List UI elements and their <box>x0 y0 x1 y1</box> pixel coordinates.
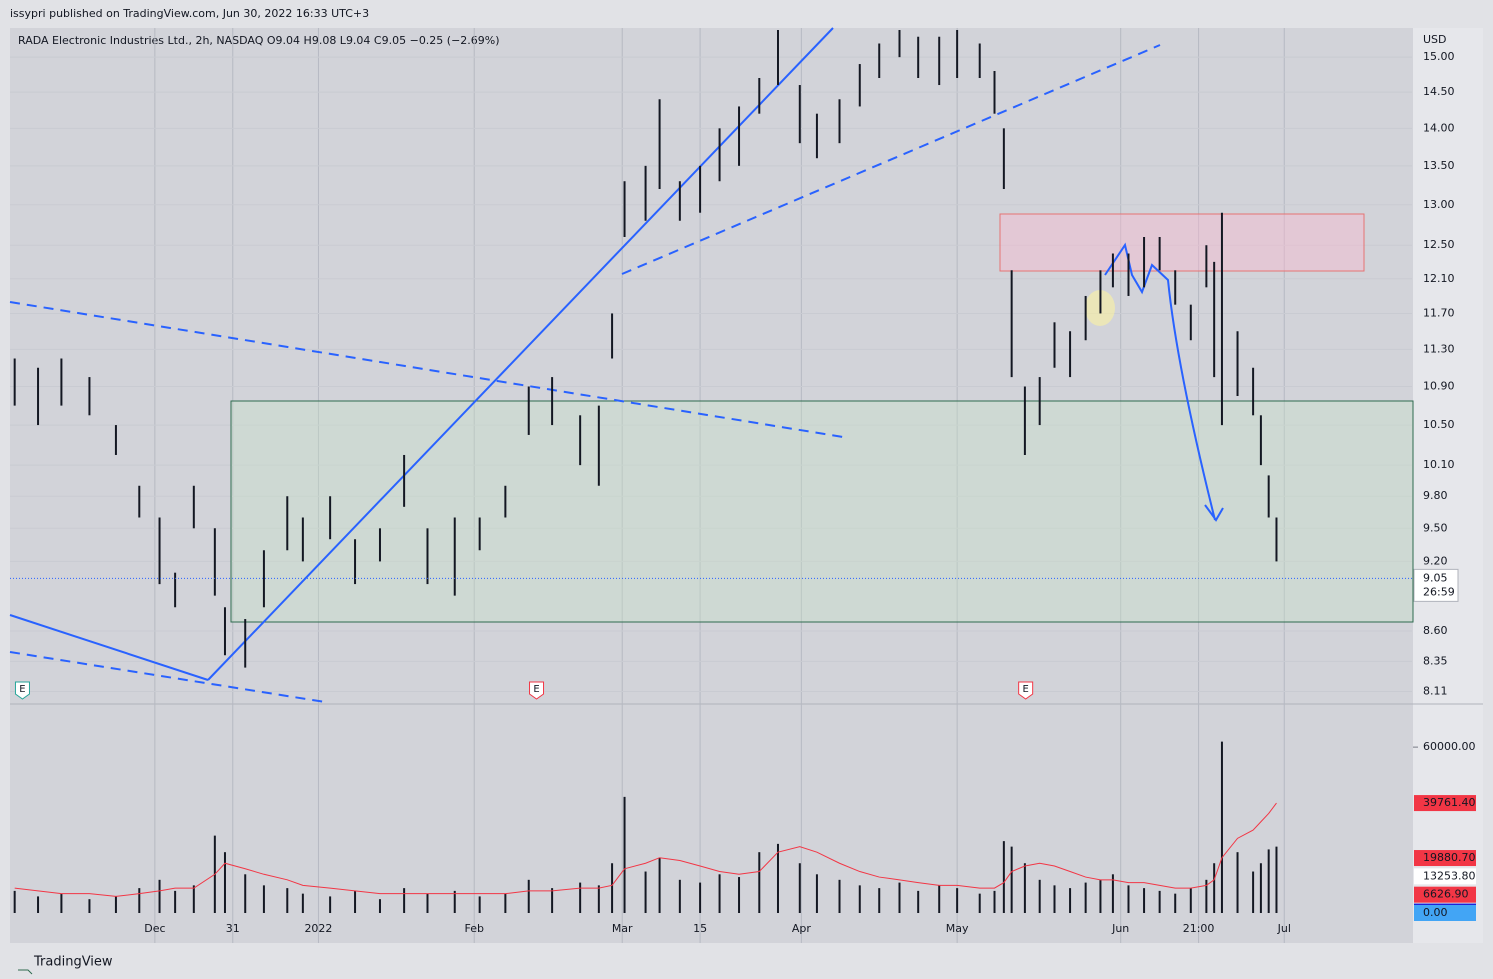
earnings-label: E <box>533 684 539 695</box>
v-tick-label: 60000.00 <box>1423 740 1476 753</box>
volume-label: 6626.90 <box>1423 888 1469 901</box>
earnings-marker <box>14 681 30 700</box>
earnings-marker <box>529 681 545 700</box>
x-tick-label: May <box>946 922 969 935</box>
volume-label: 0.00 <box>1423 906 1448 919</box>
x-tick-label: Jul <box>1277 922 1291 935</box>
volume-ma <box>14 802 1277 897</box>
earnings-label: E <box>1023 684 1029 695</box>
y-tick-label: 10.50 <box>1423 418 1455 431</box>
y-tick-label: 11.70 <box>1423 306 1455 319</box>
y-tick-label: 9.80 <box>1423 489 1448 502</box>
drawings <box>9 27 1224 703</box>
volume-label-box <box>1414 868 1476 885</box>
last-price: 9.05 <box>1423 571 1448 584</box>
icon <box>18 969 33 975</box>
y-tick-label: 8.35 <box>1423 654 1448 667</box>
x-tick-label: Dec <box>144 922 165 935</box>
publisher: issypri published on TradingView.com, Ju… <box>10 7 369 20</box>
volume-label-box <box>1414 886 1476 903</box>
x-tick-label: 21:00 <box>1183 922 1215 935</box>
x-tick-label: Mar <box>612 922 633 935</box>
earnings-marker <box>1018 681 1034 700</box>
chart-title: RADA Electronic Industries Ltd., 2h, NAS… <box>18 34 500 47</box>
y-tick-label: 9.20 <box>1423 554 1448 567</box>
price-tag <box>1413 568 1459 602</box>
earnings-label: E <box>19 684 25 695</box>
x-tick-label: 2022 <box>304 922 332 935</box>
x-tick-label: Feb <box>464 922 483 935</box>
volume-label: 19880.70 <box>1423 851 1476 864</box>
x-tick-label: Jun <box>1111 922 1129 935</box>
countdown: 26:59 <box>1423 585 1455 598</box>
plot-area <box>10 28 1413 943</box>
brand: TradingView <box>33 955 113 970</box>
volume-label: 13253.80 <box>1423 869 1476 882</box>
y-tick-label: 12.50 <box>1423 238 1455 251</box>
y-tick-label: 8.60 <box>1423 624 1448 637</box>
volume-label-box <box>1414 905 1476 921</box>
volume-label-box <box>1414 850 1476 867</box>
y-tick-label: 10.90 <box>1423 380 1455 393</box>
currency: USD <box>1423 33 1447 46</box>
volume-label: 39761.40 <box>1423 796 1476 809</box>
zone-rect <box>230 400 1414 623</box>
zone-rect <box>999 213 1365 272</box>
y-tick-label: 11.30 <box>1423 342 1455 355</box>
y-tick-label: 9.50 <box>1423 521 1448 534</box>
y-tick-label: 10.10 <box>1423 458 1455 471</box>
y-tick-label: 12.10 <box>1423 272 1455 285</box>
x-tick-label: Apr <box>792 922 812 935</box>
y-tick-label: 14.50 <box>1423 85 1455 98</box>
y-tick-label: 14.00 <box>1423 121 1455 134</box>
y-tick-label: 13.00 <box>1423 198 1455 211</box>
x-tick-label: 15 <box>693 922 707 935</box>
volume-label-box <box>1414 795 1476 812</box>
y-tick-label: 15.00 <box>1423 50 1455 63</box>
axis-area <box>1413 28 1483 943</box>
x-tick-label: 31 <box>226 922 240 935</box>
y-tick-label: 13.50 <box>1423 159 1455 172</box>
y-tick-label: 8.11 <box>1423 684 1448 697</box>
